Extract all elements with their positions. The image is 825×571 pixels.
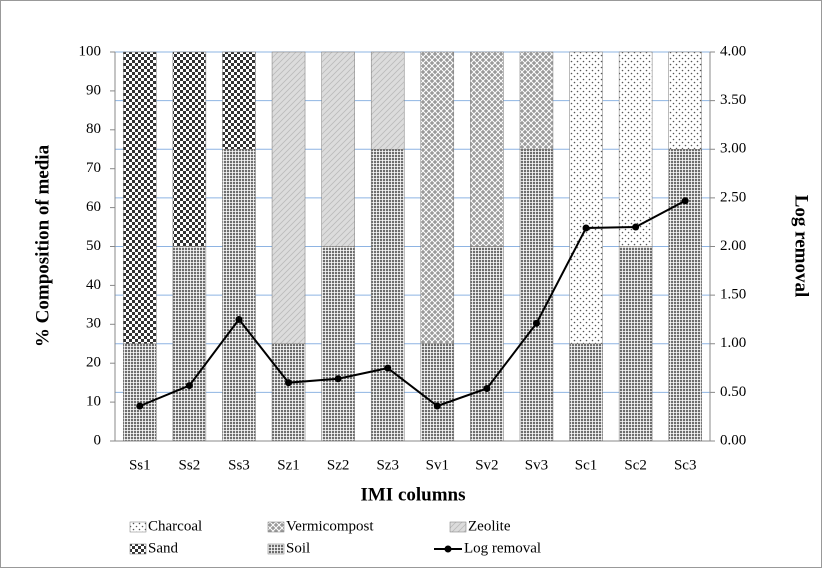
- y-tick-label: 50: [86, 238, 101, 254]
- x-tick-label: Sz3: [376, 457, 399, 473]
- x-tick-label: Sv3: [525, 457, 548, 473]
- line-point: [582, 224, 590, 232]
- bar-segment: [321, 246, 355, 442]
- y-axis-title: % Composition of media: [32, 144, 53, 347]
- y2-tick-label: 3.50: [720, 92, 746, 108]
- line-point: [185, 382, 193, 390]
- legend-label: Charcoal: [148, 518, 202, 534]
- x-tick-label: Ss2: [179, 457, 201, 473]
- bar-segment: [172, 246, 207, 442]
- bar-segment: [668, 149, 702, 442]
- y-tick-label: 0: [94, 432, 102, 448]
- bar-segment: [123, 51, 157, 344]
- bar-segment: [222, 149, 256, 442]
- bar-segment: [519, 51, 554, 150]
- x-tick-label: Sz2: [327, 457, 350, 473]
- legend-swatch: [449, 521, 467, 533]
- x-tick-label: Sz1: [277, 457, 300, 473]
- bar-segment: [123, 343, 157, 442]
- legend-swatch: [129, 521, 147, 533]
- legend-swatch: [267, 543, 285, 555]
- line-point: [136, 402, 144, 410]
- legend-label: Log removal: [464, 540, 541, 556]
- x-axis-title: IMI columns: [360, 484, 465, 505]
- bar-segment: [618, 246, 653, 442]
- legend-swatch: [444, 545, 452, 553]
- y-tick-label: 40: [86, 277, 101, 293]
- legend-swatch: [129, 543, 147, 555]
- bar-segment: [470, 51, 504, 247]
- line: [139, 199, 686, 408]
- line-point: [384, 364, 392, 372]
- bar-segment: [569, 51, 603, 344]
- y2-tick-label: 0.50: [720, 384, 746, 400]
- y2-tick-label: 2.00: [720, 238, 746, 254]
- line-point: [285, 379, 293, 387]
- bar-segment: [271, 343, 306, 442]
- bar-segment: [668, 51, 702, 150]
- x-tick-label: Sc3: [674, 457, 697, 473]
- y-tick-label: 10: [86, 394, 101, 410]
- x-tick-label: Sc2: [624, 457, 647, 473]
- y2-tick-label: 1.50: [720, 287, 746, 303]
- y-tick-label: 30: [86, 316, 101, 332]
- bar-segment: [420, 51, 455, 344]
- y2-tick-label: 3.00: [720, 141, 746, 157]
- y-tick-label: 90: [86, 82, 101, 98]
- y2-axis-title: Log removal: [791, 195, 812, 298]
- x-tick-label: Ss1: [129, 457, 151, 473]
- x-tick-label: Ss3: [228, 457, 250, 473]
- legend-label: Zeolite: [468, 518, 511, 534]
- line-point: [334, 375, 342, 383]
- bar-segment: [370, 51, 405, 150]
- line-point: [235, 315, 243, 323]
- bar-segment: [618, 51, 653, 247]
- y2-tick-label: 2.50: [720, 189, 746, 205]
- bar-segment: [172, 51, 207, 247]
- bar-segment: [321, 51, 355, 247]
- bar-segment: [222, 51, 256, 150]
- y-tick-label: 20: [86, 355, 101, 371]
- bar-segment: [420, 343, 455, 442]
- legend-label: Vermicompost: [286, 518, 374, 534]
- bar-segment: [370, 149, 405, 442]
- line-point: [483, 384, 491, 392]
- legend-label: Soil: [286, 540, 310, 556]
- bar-segment: [470, 246, 504, 442]
- x-tick-label: Sc1: [575, 457, 598, 473]
- bar-segment: [519, 149, 554, 442]
- line-point: [433, 402, 441, 410]
- y-tick-label: 60: [86, 199, 101, 215]
- y2-tick-label: 1.00: [720, 335, 746, 351]
- line-point: [632, 223, 640, 231]
- y-tick-label: 80: [86, 121, 101, 137]
- legend-label: Sand: [148, 540, 179, 556]
- line-point: [532, 319, 540, 327]
- x-tick-label: Sv2: [475, 457, 498, 473]
- legend-swatch: [267, 521, 285, 533]
- y-tick-label: 70: [86, 160, 101, 176]
- bar-segment: [271, 51, 306, 344]
- y-tick-label: 100: [79, 43, 102, 59]
- y2-tick-label: 0.00: [720, 432, 746, 448]
- bar-segment: [569, 343, 603, 442]
- y2-tick-label: 4.00: [720, 43, 746, 59]
- line-point: [681, 197, 689, 205]
- x-tick-label: Sv1: [426, 457, 449, 473]
